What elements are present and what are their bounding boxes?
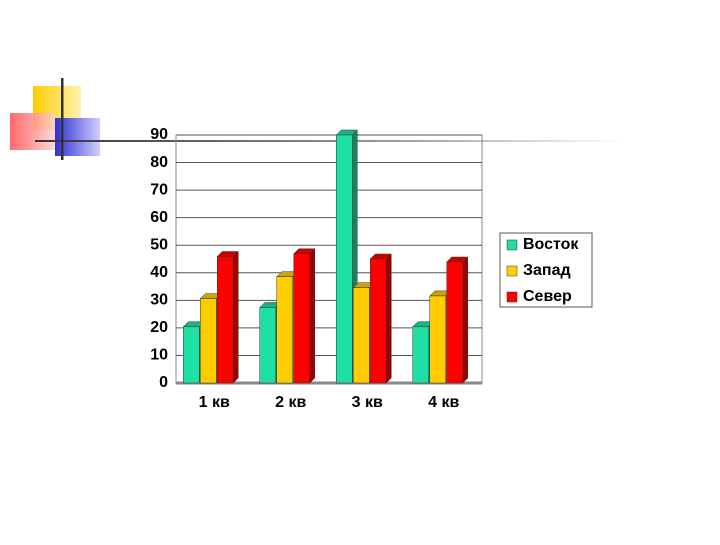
- bar-side: [462, 256, 468, 384]
- bar: [200, 298, 217, 384]
- y-tick-label: 90: [150, 126, 168, 143]
- decoration: [10, 78, 625, 160]
- bar: [370, 258, 387, 384]
- x-tick-label: 3 кв: [352, 394, 383, 411]
- legend-swatch: [506, 291, 518, 303]
- bar: [412, 326, 429, 384]
- legend-label: Запад: [523, 262, 571, 279]
- legend-label: Восток: [523, 236, 579, 253]
- y-tick-label: 70: [150, 181, 168, 198]
- bar: [217, 256, 234, 384]
- bar-side: [233, 250, 239, 384]
- bar: [336, 134, 353, 384]
- bar: [276, 276, 293, 384]
- x-tick-label: 1 кв: [199, 394, 230, 411]
- legend-swatch: [506, 265, 518, 277]
- bar: [259, 307, 276, 384]
- y-tick-label: 80: [150, 154, 168, 171]
- bar: [429, 295, 446, 384]
- x-tick-label: 4 кв: [428, 394, 459, 411]
- bar: [353, 287, 370, 384]
- bar-side: [386, 253, 392, 384]
- bar: [446, 261, 463, 384]
- y-tick-label: 60: [150, 209, 168, 226]
- bar: [183, 326, 200, 384]
- x-tick-label: 2 кв: [275, 394, 306, 411]
- bar-side: [309, 248, 315, 384]
- bar: [293, 253, 310, 384]
- chart: 0 10 20 30 40 50 60 70 80 90 1 кв 2 кв 3 кв 4 кв Восто…: [150, 126, 593, 411]
- legend-swatch: [506, 239, 518, 251]
- legend-label: Север: [523, 288, 572, 305]
- y-tick-label: 0: [159, 374, 168, 391]
- y-tick-label: 30: [150, 292, 168, 309]
- y-tick-label: 40: [150, 264, 168, 281]
- y-tick-label: 10: [150, 347, 168, 364]
- y-tick-label: 20: [150, 319, 168, 336]
- y-tick-label: 50: [150, 236, 168, 253]
